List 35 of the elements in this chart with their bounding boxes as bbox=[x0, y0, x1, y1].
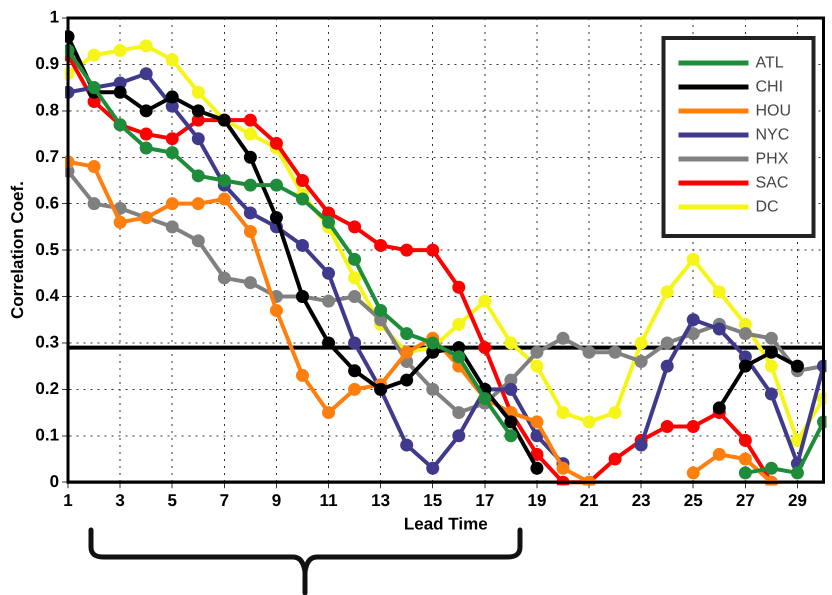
x-tick-label: 7 bbox=[220, 491, 230, 510]
x-tick-label: 3 bbox=[115, 491, 125, 510]
x-axis-title: Lead Time bbox=[404, 514, 488, 534]
x-tick-label: 11 bbox=[320, 491, 338, 510]
legend-label: CHI bbox=[756, 78, 784, 96]
legend-label: DC bbox=[756, 198, 779, 216]
legend-label: HOU bbox=[756, 102, 792, 120]
y-axis-title: Correlation Coef. bbox=[8, 181, 27, 320]
x-tick-label: 27 bbox=[736, 491, 755, 510]
y-tick-label: 0.3 bbox=[35, 332, 60, 352]
x-tick-label: 15 bbox=[423, 491, 442, 510]
y-tick-label: 0.6 bbox=[35, 193, 60, 212]
y-tick-label: 0.9 bbox=[35, 54, 60, 74]
y-tick-label: 0.1 bbox=[35, 425, 60, 444]
legend-label: NYC bbox=[756, 126, 790, 144]
x-tick-label: 13 bbox=[371, 491, 390, 510]
x-tick-label: 1 bbox=[63, 491, 73, 510]
x-tick-label: 21 bbox=[580, 491, 599, 510]
x-tick-label: 23 bbox=[632, 491, 651, 510]
legend-label: PHX bbox=[756, 150, 789, 168]
y-tick-label: 0.8 bbox=[35, 100, 60, 120]
x-tick-label: 17 bbox=[475, 491, 494, 510]
y-tick-label: 1 bbox=[50, 8, 60, 27]
x-tick-label: 29 bbox=[788, 491, 807, 510]
y-tick-label: 0 bbox=[50, 472, 60, 491]
y-tick-label: 0.2 bbox=[35, 379, 60, 398]
x-tick-label: 9 bbox=[272, 491, 282, 510]
legend-label: SAC bbox=[756, 174, 788, 192]
x-tick-label: 19 bbox=[527, 491, 546, 510]
x-tick-label: 5 bbox=[168, 491, 177, 510]
y-tick-label: 0.7 bbox=[35, 146, 60, 166]
y-tick-label: 0.4 bbox=[35, 286, 60, 306]
legend-label: ATL bbox=[756, 54, 784, 72]
x-tick-label: 25 bbox=[684, 491, 703, 510]
y-tick-label: 0.5 bbox=[35, 240, 60, 259]
